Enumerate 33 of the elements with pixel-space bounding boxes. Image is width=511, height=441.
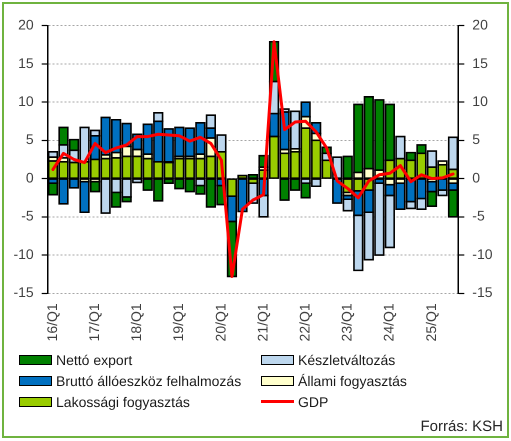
legend-label: Nettó export xyxy=(56,352,132,368)
x-tick-label: 25/Q1 xyxy=(422,303,439,342)
y2-tick-label: -10 xyxy=(472,246,493,262)
y-tick-label: -10 xyxy=(13,246,34,262)
x-tick-label: 17/Q1 xyxy=(86,303,102,342)
x-tick-label: 24/Q1 xyxy=(380,303,397,342)
legend-label: Lakossági fogyasztás xyxy=(56,394,190,410)
y2-tick-label: 0 xyxy=(472,169,480,186)
text: Forrás: KSH xyxy=(420,418,503,435)
y-tick-label: 5 xyxy=(26,131,34,148)
x-tick-label: 21/Q1 xyxy=(254,303,270,342)
y-tick-label: 0 xyxy=(26,169,34,186)
y2-tick-label: 20 xyxy=(472,16,488,33)
y2-tick-label: -15 xyxy=(472,284,493,300)
y2-tick-label: -5 xyxy=(472,208,485,224)
legend-label: GDP xyxy=(298,394,328,410)
y-tick-label: 15 xyxy=(18,54,34,71)
y-tick-label: -15 xyxy=(13,284,34,300)
y-tick-label: 10 xyxy=(18,93,34,110)
legend-label: Bruttó állóeszköz felhalmozás xyxy=(56,372,242,388)
legend-label: Állami fogyasztás xyxy=(298,372,407,388)
y2-tick-label: 5 xyxy=(472,131,480,148)
y2-tick-label: 10 xyxy=(472,93,488,110)
x-tick-label: 20/Q1 xyxy=(212,303,228,342)
x-tick-label: 16/Q1 xyxy=(44,303,60,342)
x-tick-label: 18/Q1 xyxy=(128,303,144,342)
y2-tick-label: 15 xyxy=(472,54,488,71)
legend-label: Készletváltozás xyxy=(298,352,396,368)
y-tick-label: -5 xyxy=(21,208,34,224)
y-tick-label: 20 xyxy=(18,16,34,33)
x-tick-label: 22/Q1 xyxy=(296,303,312,342)
x-tick-label: 23/Q1 xyxy=(338,303,355,342)
x-tick-label: 19/Q1 xyxy=(170,303,186,342)
